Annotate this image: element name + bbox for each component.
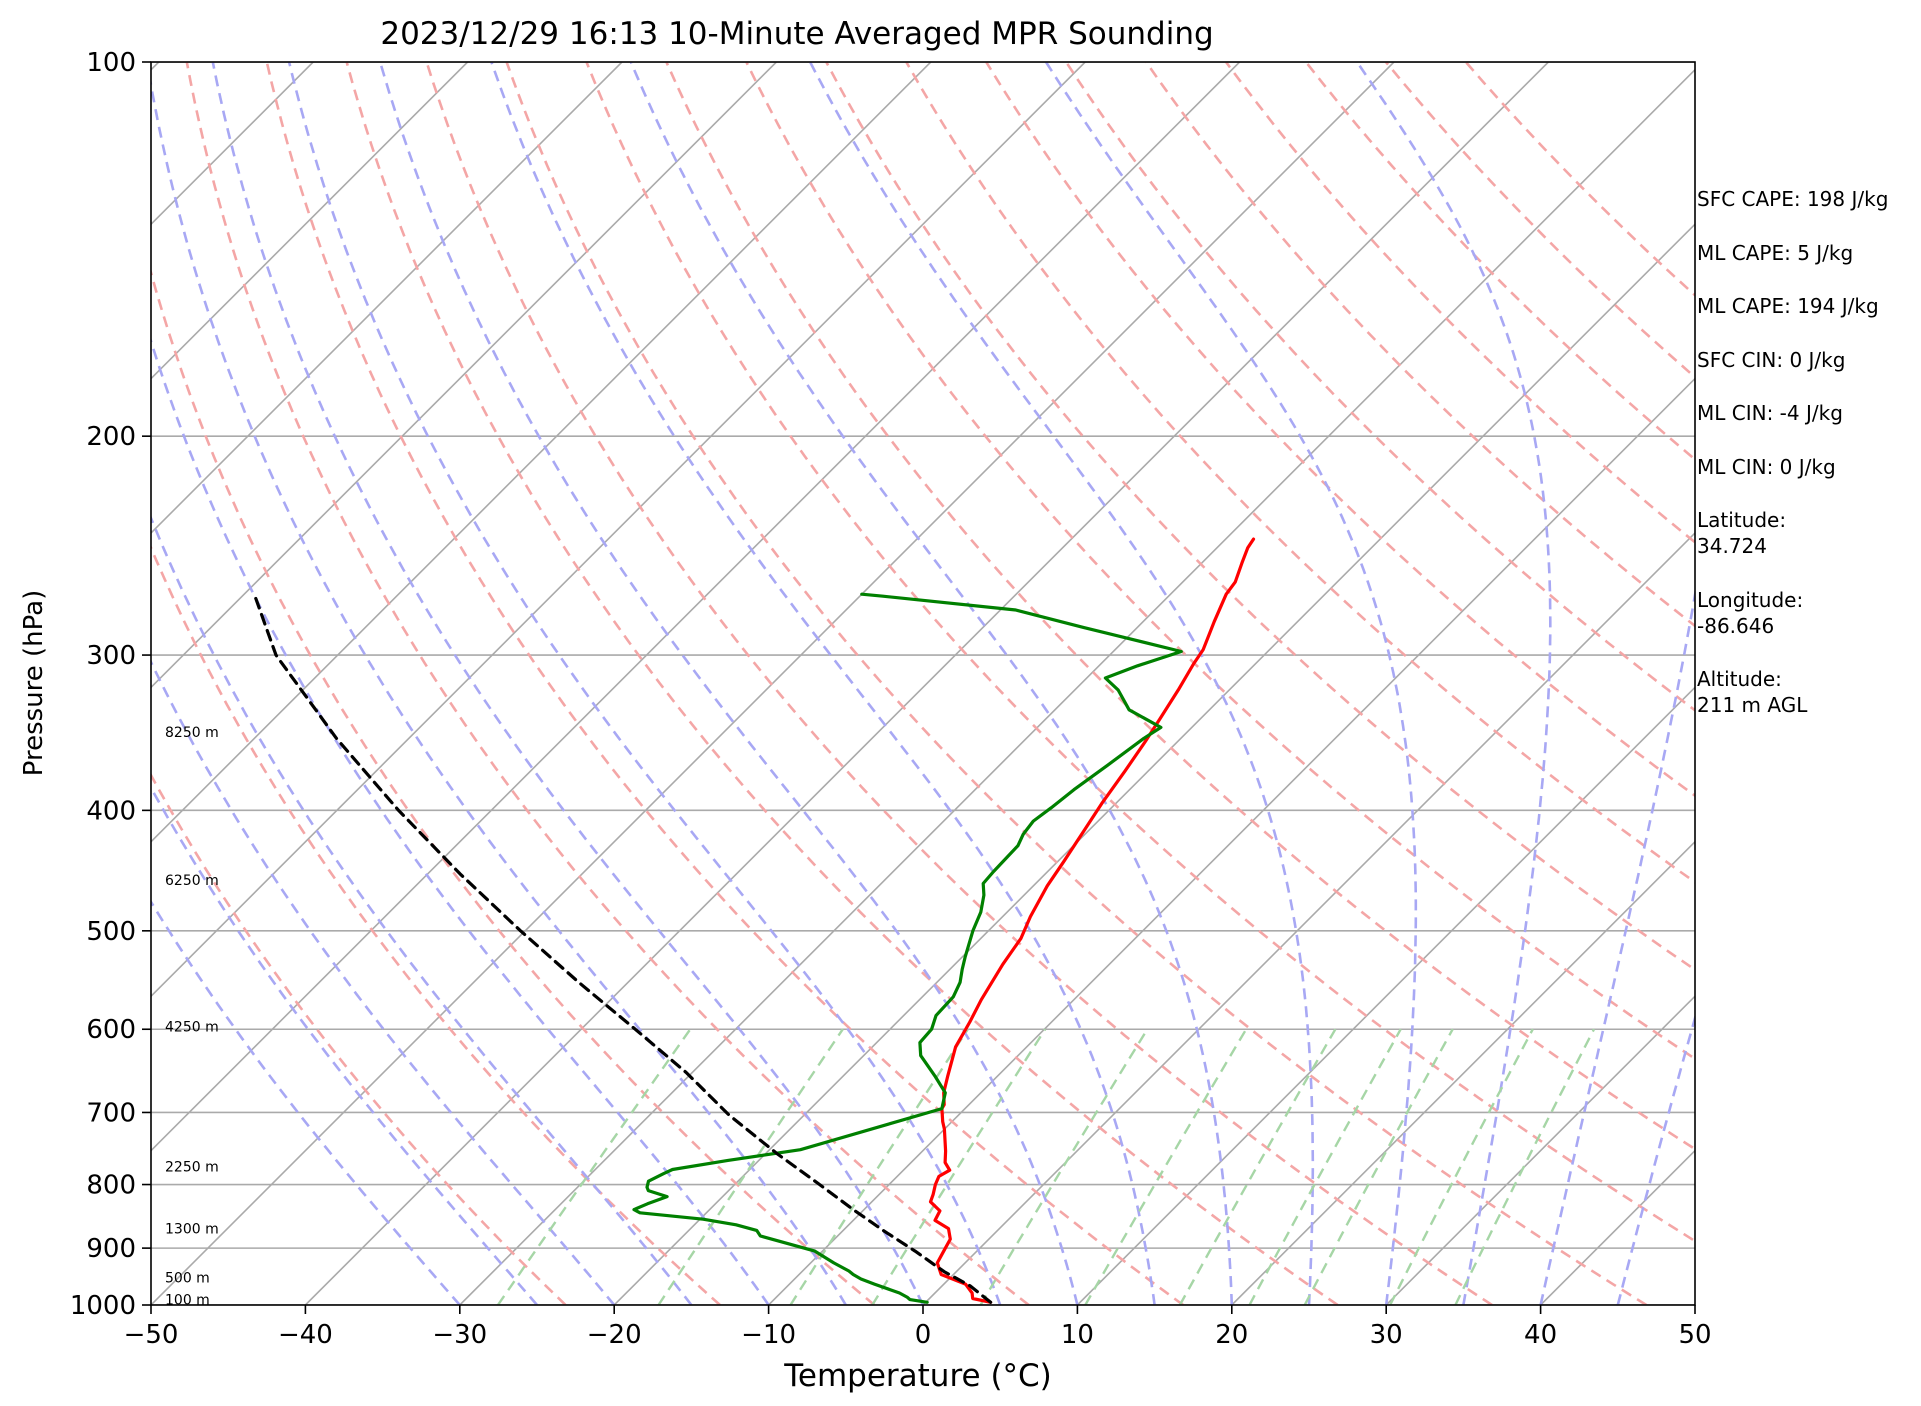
dry-adiabat [151, 267, 876, 1305]
dry-adiabat [425, 62, 1493, 1305]
moist-adiabat [151, 899, 461, 1305]
y-tick-label: 700 [86, 1098, 136, 1128]
isotherm-line [613, 223, 1695, 1305]
y-tick-label: 200 [86, 422, 136, 452]
dry-adiabat [265, 62, 1184, 1305]
ml-cin-stat-2: ML CIN: 0 J/kg [1697, 454, 1836, 479]
height-label: 100 m [165, 1293, 210, 1309]
dry-adiabat [185, 62, 1030, 1305]
dry-adiabat [985, 62, 1695, 798]
x-tick-label: 10 [1061, 1320, 1094, 1350]
isotherm-line [151, 62, 1241, 1152]
y-tick-label: 300 [86, 641, 136, 671]
x-tick-label: −10 [741, 1320, 796, 1350]
x-tick-label: 50 [1678, 1320, 1711, 1350]
y-axis-label: Pressure (hPa) [19, 590, 49, 777]
isotherm-line [151, 62, 777, 689]
isotherm-line [151, 62, 469, 380]
series-line-2 [254, 596, 993, 1304]
y-tick-label: 100 [86, 48, 136, 78]
y-tick-label: 400 [86, 796, 136, 826]
isotherm-line [1076, 686, 1695, 1305]
moist-adiabat [1356, 62, 1552, 1305]
longitude-stat: Longitude: -86.646 [1697, 587, 1804, 638]
dry-adiabat [905, 62, 1695, 884]
moist-adiabat [808, 62, 1315, 1305]
dry-adiabat [505, 62, 1648, 1305]
y-tick-label: 500 [86, 917, 136, 947]
height-label: 500 m [165, 1270, 210, 1286]
moist-adiabat [211, 62, 925, 1305]
dry-adiabat [345, 62, 1339, 1305]
y-tick-label: 1000 [70, 1291, 136, 1321]
y-tick-label: 600 [86, 1015, 136, 1045]
moist-adiabat [151, 514, 693, 1305]
isotherm-line [151, 62, 623, 535]
axes: 100 m 500 m 1300 m 2250 m 4250 m 6250 m 8250 m… [70, 48, 1712, 1350]
mixing-ratio-line [657, 1028, 844, 1305]
dry-adiabat [1145, 62, 1695, 628]
moist-adiabat [151, 659, 616, 1305]
dry-adiabat [1065, 62, 1695, 712]
moist-adiabat [151, 337, 770, 1305]
ml-cape-stat: ML CAPE: 5 J/kg [1697, 240, 1854, 265]
dry-adiabat [585, 62, 1695, 1243]
ml-cin-stat: ML CIN: -4 J/kg [1697, 401, 1843, 425]
x-tick-label: −50 [124, 1320, 179, 1350]
x-tick-label: 0 [915, 1320, 932, 1350]
dry-adiabat [1384, 62, 1695, 379]
x-tick-label: 40 [1524, 1320, 1557, 1350]
mixing-ratio-line [496, 1028, 692, 1305]
y-tick-label: 900 [86, 1234, 136, 1264]
isotherm-line [304, 62, 1549, 1305]
mixing-ratio-line [1303, 1028, 1454, 1305]
x-tick-label: −40 [278, 1320, 333, 1350]
isotherm-line [1231, 840, 1695, 1305]
moist-adiabat [287, 62, 1002, 1305]
mixing-ratio-line [871, 1028, 1047, 1305]
series-line-1 [632, 592, 1183, 1304]
moist-adiabat [151, 77, 847, 1305]
isotherm-line [768, 377, 1695, 1305]
sounding-stats: SFC CAPE: 198 J/kg ML CAPE: 5 J/kg ML CA… [1697, 186, 1917, 746]
background-lines [151, 62, 1695, 1305]
moist-adiabat [629, 62, 1234, 1305]
series-line-0 [928, 537, 1256, 1304]
x-tick-label: −20 [587, 1320, 642, 1350]
height-label: 1300 m [165, 1222, 219, 1238]
x-tick-label: 20 [1215, 1320, 1248, 1350]
isotherm-line [151, 62, 932, 843]
height-label: 2250 m [165, 1160, 219, 1176]
height-label: 6250 m [165, 873, 219, 889]
moist-adiabat [1539, 587, 1695, 1305]
x-tick-label: −30 [432, 1320, 487, 1350]
altitude-stat: Altitude: 211 m AGL [1697, 667, 1808, 717]
chart-title: 2023/12/29 16:13 10-Minute Averaged MPR … [380, 16, 1213, 52]
dry-adiabat [1304, 62, 1695, 462]
mixing-ratio-line [1454, 1028, 1596, 1305]
isotherm-line [922, 531, 1695, 1305]
mixing-ratio-line [1248, 1028, 1402, 1305]
y-tick-label: 800 [86, 1171, 136, 1201]
height-label: 8250 m [165, 725, 219, 741]
sounding-traces [254, 537, 1256, 1304]
isotherm-line [459, 68, 1695, 1305]
moist-adiabat [1044, 62, 1418, 1305]
mixing-ratio-line [1389, 1028, 1534, 1305]
sfc-cape-stat: SFC CAPE: 198 J/kg [1697, 187, 1889, 211]
sfc-cin-stat: SFC CIN: 0 J/kg [1697, 347, 1846, 372]
isotherm-line [151, 62, 1086, 998]
moist-adiabat [151, 785, 538, 1305]
dry-adiabat [151, 544, 721, 1305]
x-axis-label: Temperature (°C) [783, 1358, 1052, 1394]
dry-adiabat [1224, 62, 1695, 544]
x-tick-label: 30 [1370, 1320, 1403, 1350]
isotherm-line [1385, 995, 1695, 1305]
ml-cape-stat-2: ML CAPE: 194 J/kg [1697, 294, 1879, 318]
mixing-ratio-line [789, 1028, 969, 1305]
dry-adiabat [665, 62, 1695, 1151]
height-label: 4250 m [165, 1020, 219, 1036]
latitude-stat: Latitude: 34.724 [1697, 508, 1787, 558]
